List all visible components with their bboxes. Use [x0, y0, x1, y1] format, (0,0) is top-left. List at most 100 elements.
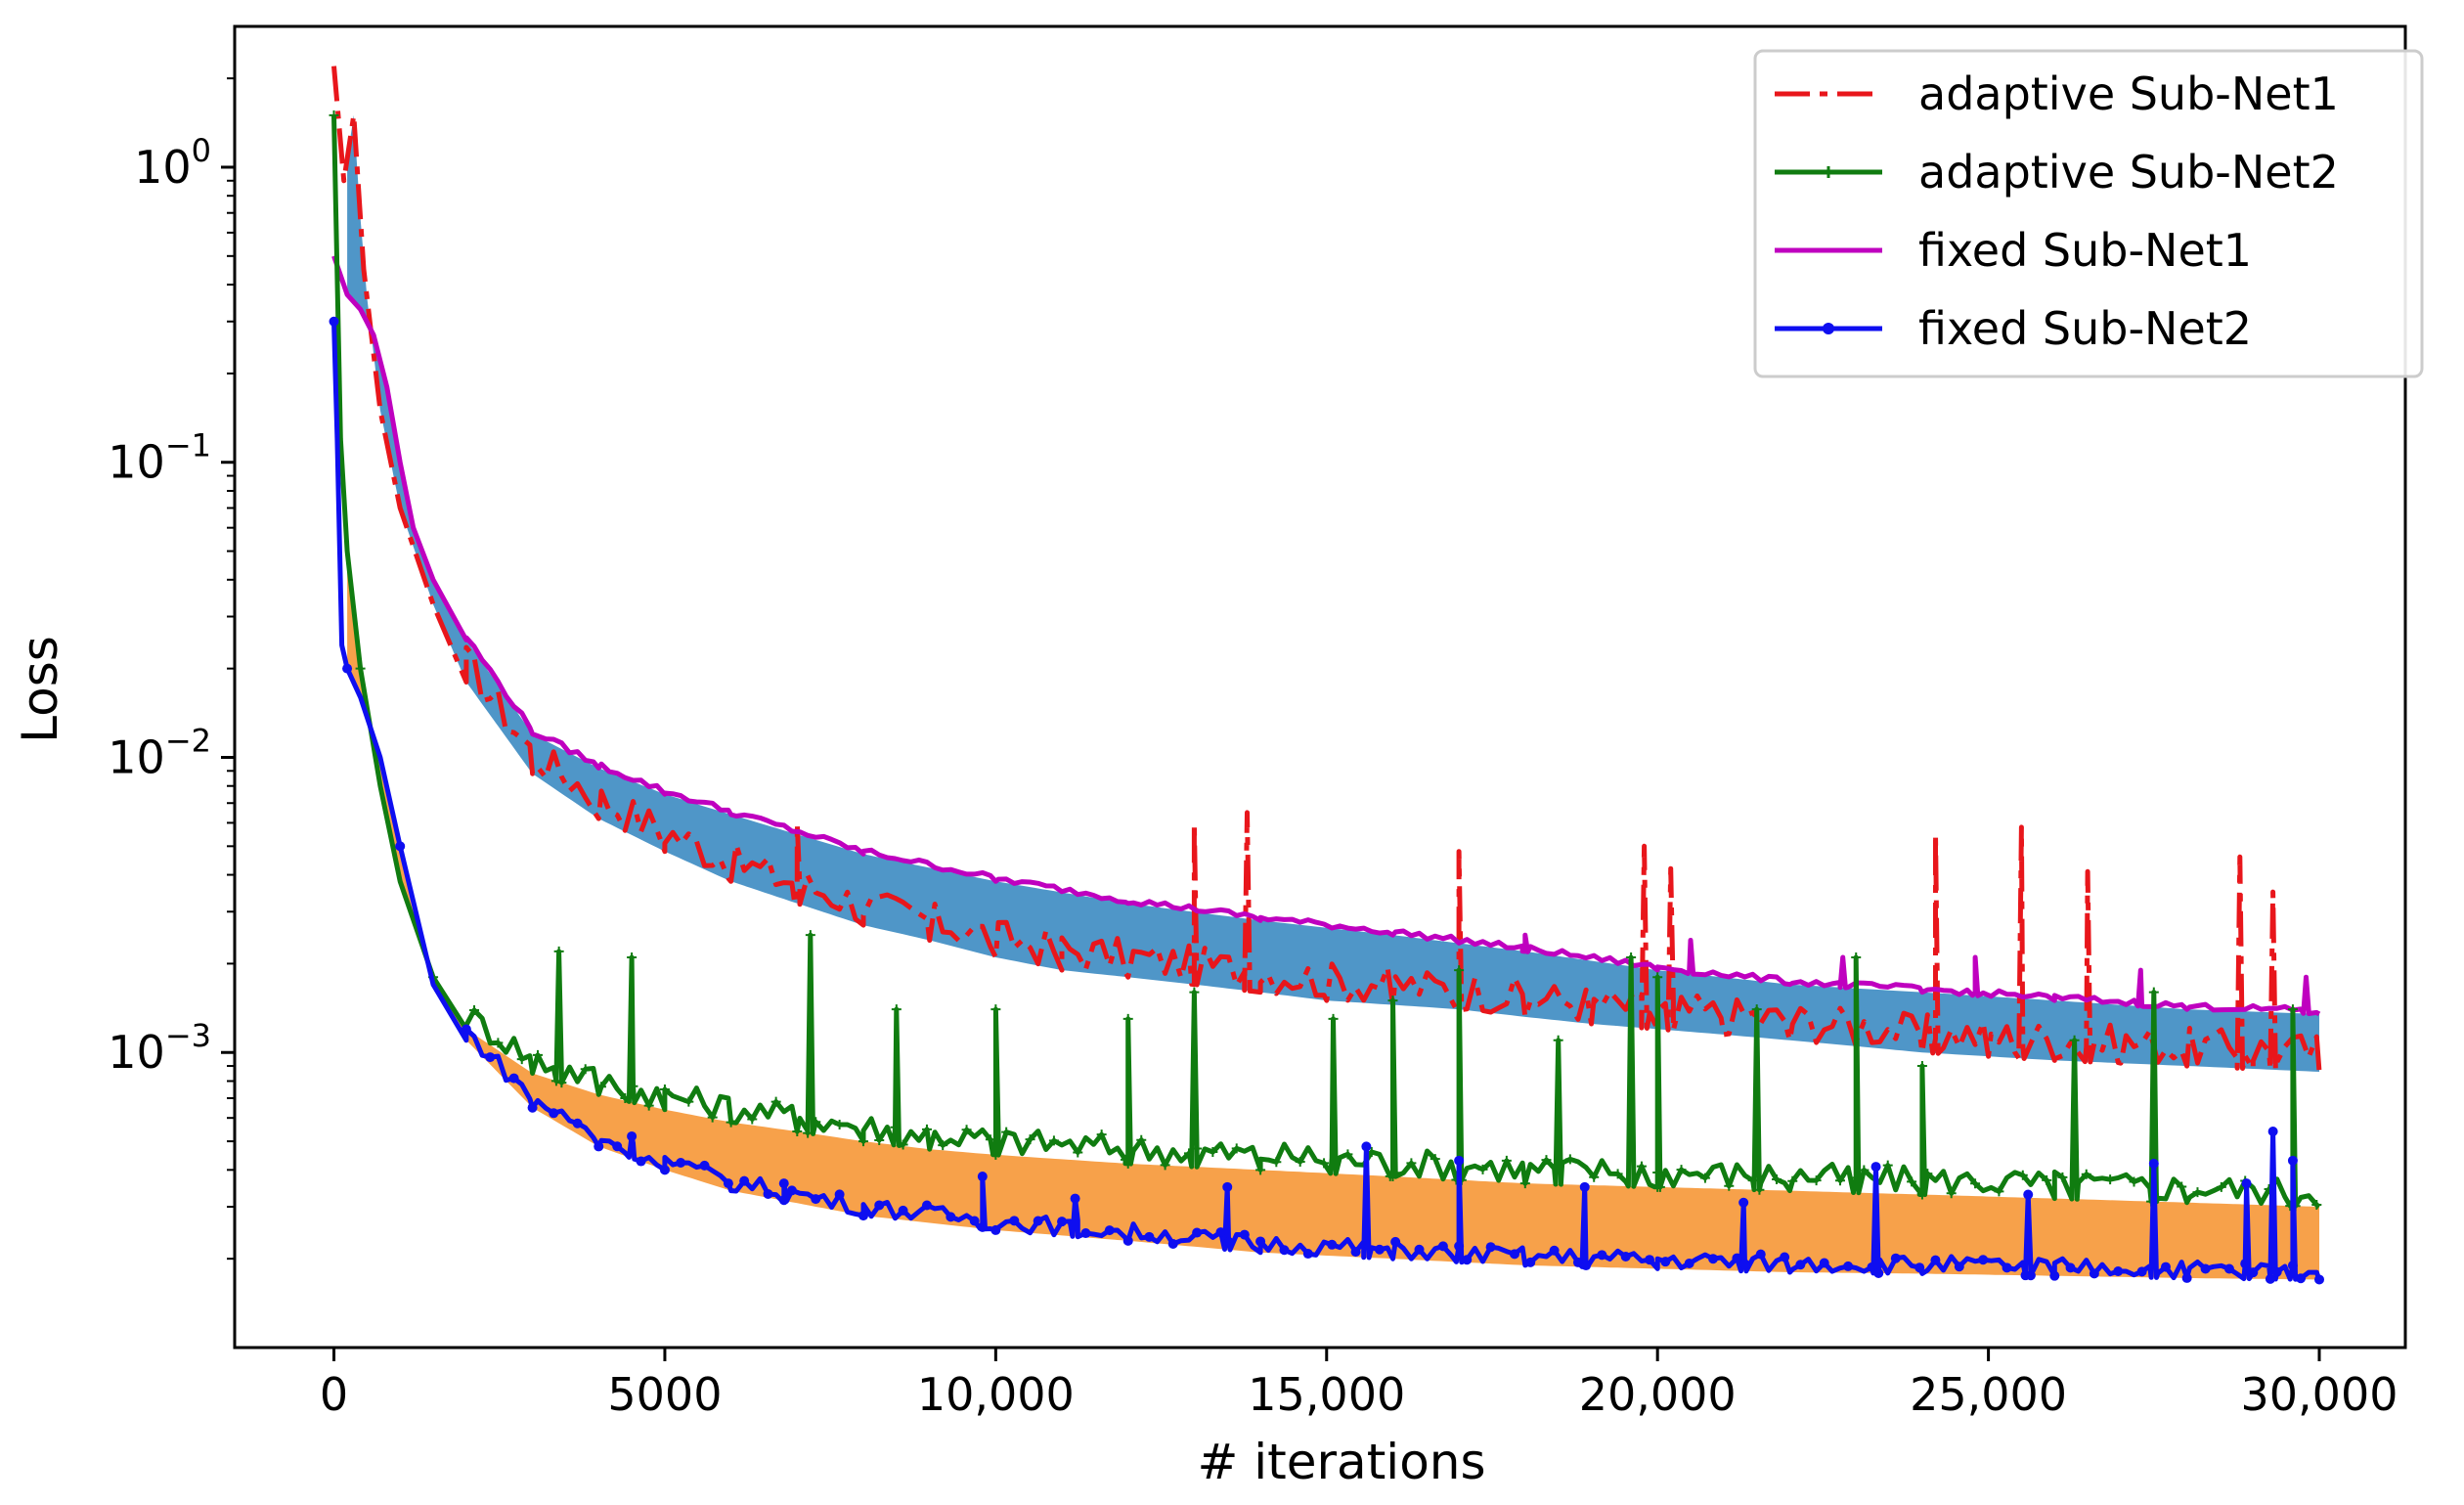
series-marker	[946, 1212, 956, 1222]
series-marker	[1873, 1267, 1884, 1278]
series-lines	[329, 66, 2325, 1285]
series-marker	[1795, 1260, 1806, 1270]
series-marker	[1167, 1239, 1178, 1250]
series-marker	[1192, 1227, 1203, 1238]
series-marker	[1870, 1162, 1881, 1173]
axis-ticks: 0 5000 10,000 15,000 20,000 25,000 30,00010010…	[108, 77, 2398, 1421]
series-marker	[2023, 1189, 2034, 1200]
series-marker	[763, 1188, 773, 1199]
series-marker	[1851, 952, 1862, 963]
series-marker	[938, 1140, 948, 1151]
series-marker	[1811, 1175, 1822, 1186]
y-axis-title: Loss	[12, 636, 68, 743]
series-marker	[1387, 996, 1398, 1006]
series-marker	[990, 1224, 1001, 1235]
x-tick-label: 15,000	[1248, 1368, 1405, 1421]
series-marker	[707, 1112, 718, 1123]
series-marker	[786, 1185, 797, 1196]
series-marker	[1978, 1255, 1989, 1265]
series-marker	[342, 663, 353, 674]
series-marker	[329, 316, 339, 327]
series-marker	[898, 1139, 908, 1150]
series-marker	[1954, 1262, 1964, 1272]
legend: adaptive Sub-Net1 adaptive Sub-Net2 fixed …	[1753, 49, 2424, 378]
series-marker	[1319, 1158, 1330, 1169]
series-marker	[1454, 1241, 1465, 1252]
series-marker	[1626, 952, 1637, 963]
series-marker	[2271, 1266, 2282, 1277]
y-tick-exponent: 0	[192, 132, 211, 169]
series-marker	[2287, 1004, 2298, 1015]
series-marker	[1553, 1035, 1563, 1045]
series-line-2	[331, 114, 2321, 1210]
fill-area-2	[347, 551, 2320, 1280]
series-marker	[1834, 1175, 1845, 1186]
series-marker	[2181, 1272, 2192, 1283]
series-marker	[890, 1122, 901, 1132]
series-marker	[1437, 1241, 1448, 1252]
series-marker	[747, 1114, 758, 1125]
y-tick-base: 10	[134, 141, 192, 194]
y-tick-label: 10−2	[108, 722, 211, 783]
series-marker	[921, 1200, 932, 1211]
y-tick-exponent: −1	[165, 427, 211, 465]
series-marker	[1215, 1227, 1226, 1238]
series-marker	[1279, 1245, 1290, 1256]
series-marker	[1096, 1129, 1107, 1140]
series-marker	[1564, 1154, 1575, 1165]
series-marker	[1414, 1244, 1425, 1255]
series-marker	[2002, 1262, 2012, 1273]
legend-label-3: fixed Sub-Net1	[1918, 224, 2252, 277]
series-marker	[2017, 1170, 2028, 1180]
series-line-3	[331, 254, 2321, 1017]
series-marker	[2241, 1178, 2252, 1189]
series-marker	[811, 1194, 821, 1205]
series-marker	[2267, 1126, 2278, 1136]
series-marker	[990, 1004, 1001, 1015]
series-marker	[659, 1165, 670, 1175]
series-marker	[2314, 1274, 2325, 1285]
series-marker	[961, 1125, 972, 1135]
series-marker	[1454, 965, 1465, 976]
series-marker	[1255, 1236, 1266, 1247]
series-marker	[2296, 1273, 2307, 1284]
series-marker	[1946, 1188, 1957, 1199]
legend-label-4: fixed Sub-Net2	[1918, 302, 2252, 355]
series-marker	[1223, 1236, 1234, 1247]
series-marker	[1620, 1251, 1631, 1262]
series-marker	[1882, 1160, 1893, 1171]
series-marker	[469, 1004, 480, 1015]
y-tick-exponent: −2	[165, 722, 211, 759]
series-marker	[1001, 1127, 1012, 1137]
series-marker	[1930, 1255, 1941, 1265]
series-marker	[1819, 1258, 1829, 1268]
series-marker	[1222, 1181, 1233, 1192]
series-marker	[516, 1054, 527, 1065]
series-marker	[2113, 1266, 2124, 1277]
plot-frame	[233, 24, 2407, 1350]
series-marker	[1122, 1013, 1133, 1024]
series-marker	[1328, 1013, 1339, 1024]
series-marker	[1994, 1186, 2004, 1197]
series-marker	[553, 946, 564, 956]
series-marker	[1192, 1143, 1203, 1154]
series-marker	[1390, 1236, 1401, 1247]
series-marker	[1772, 1174, 1782, 1185]
series-marker	[1080, 1228, 1091, 1239]
series-marker	[461, 1024, 471, 1035]
series-marker	[1579, 1181, 1590, 1192]
series-marker	[1033, 1216, 1043, 1226]
series-marker	[643, 1100, 654, 1111]
series-marker	[2065, 1262, 2076, 1273]
series-marker	[1462, 1255, 1473, 1265]
series-marker	[898, 1205, 908, 1216]
series-marker	[1739, 1259, 1750, 1269]
series-marker	[1787, 1175, 1798, 1186]
x-tick-label: 30,000	[2241, 1368, 2398, 1421]
series-marker	[1859, 1165, 1870, 1175]
y-tick-base: 10	[108, 730, 165, 783]
series-marker	[2042, 1174, 2052, 1185]
series-marker	[805, 930, 815, 941]
series-marker	[1406, 1158, 1417, 1169]
